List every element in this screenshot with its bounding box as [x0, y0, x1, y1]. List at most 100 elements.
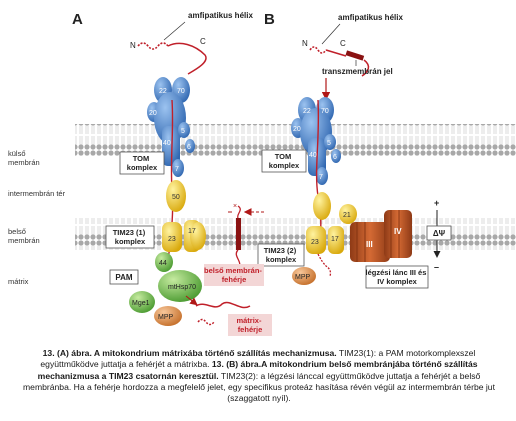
delta-psi-label: ΔΨ — [433, 229, 446, 238]
mpp-b: MPP — [292, 267, 316, 285]
imp-line1: belső membrán- — [204, 266, 262, 275]
tom-a-line2: komplex — [127, 163, 158, 172]
inner-membrane-protein-label: belső membrán- fehérje — [204, 266, 264, 284]
svg-text:MPP: MPP — [295, 274, 311, 281]
svg-text:70: 70 — [177, 88, 185, 95]
tim1-line2: komplex — [115, 237, 146, 246]
pam-label-box — [109, 269, 139, 285]
svg-text:×: × — [233, 203, 237, 210]
transmembrane-signal-segment — [345, 50, 365, 61]
figure-caption: 13. (A) ábra. A mitokondrium mátrixába t… — [14, 348, 504, 418]
tim23-1-label: TIM23 (1) komplex — [113, 228, 148, 246]
tom-b-line1: TOM — [275, 152, 292, 161]
svg-text:17: 17 — [331, 236, 339, 243]
inner-membrane-label: belső membrán — [8, 227, 40, 245]
tim1-line1: TIM23 (1) — [113, 228, 146, 237]
svg-text:21: 21 — [343, 212, 351, 219]
intermembrane-space-label: intermembrán tér — [8, 189, 66, 198]
matrix-protein-chain — [195, 301, 251, 309]
svg-text:17: 17 — [188, 228, 196, 235]
mthsp70-label: mtHsp70 — [168, 284, 196, 291]
svg-text:22: 22 — [303, 108, 311, 115]
svg-text:50: 50 — [172, 194, 180, 201]
svg-text:44: 44 — [159, 260, 167, 267]
svg-text:5: 5 — [181, 128, 185, 135]
tim23-2-complex: 21 17 23 — [306, 192, 357, 254]
svg-text:6: 6 — [187, 144, 191, 151]
mp-line1: mátrix- — [236, 316, 262, 325]
tim23-2-label-box — [257, 243, 305, 267]
svg-text:23: 23 — [311, 239, 319, 246]
tim2-line1: TIM23 (2) — [264, 246, 297, 255]
svg-text:40: 40 — [309, 152, 317, 159]
respiratory-chain-complexes: III IV — [350, 210, 412, 262]
tom-label-a: TOM komplex — [127, 154, 158, 172]
outer-membrane-label-line1: külső — [8, 149, 26, 158]
tim23-1-complex-a: 50 17 23 — [162, 180, 206, 252]
tim23-1-label-box — [105, 225, 155, 249]
svg-text:7: 7 — [319, 174, 323, 181]
transmembrane-signal-label: transzmembrán jel — [322, 67, 393, 76]
inner-membrane-protein-label-box — [204, 264, 264, 286]
rc-line1: légzési lánc III és — [366, 268, 427, 277]
amphipathic-helix-label-b: amfipatikus hélix — [338, 13, 403, 22]
svg-text:7: 7 — [175, 166, 179, 173]
plus-sign: + — [434, 198, 439, 208]
figure: A B külső membrán intermembrán tér belső… — [8, 11, 516, 336]
n-terminus-b: N — [302, 39, 308, 48]
svg-text:70: 70 — [321, 108, 329, 115]
inner-membrane-label-line1: belső — [8, 227, 26, 236]
mge1-label: Mge1 — [132, 300, 150, 307]
panel-a-label: A — [72, 11, 83, 28]
cleaved-presequence — [197, 318, 215, 326]
n-terminus-a: N — [130, 41, 136, 50]
matrix-protein-label-box — [228, 314, 272, 336]
tom-b-line2: komplex — [269, 161, 300, 170]
mitochondrial-import-diagram: A B külső membrán intermembrán tér belső… — [8, 11, 516, 336]
svg-text:22: 22 — [159, 88, 167, 95]
caption-a-text: TIM23(1): a PAM motorkomplexszel együttm… — [40, 348, 476, 370]
minus-sign: – — [434, 262, 439, 272]
tom-a-line1: TOM — [133, 154, 150, 163]
tom-label-b: TOM komplex — [269, 152, 300, 170]
svg-text:20: 20 — [293, 126, 301, 133]
helix-pointer — [163, 21, 186, 41]
complex-iii-label: III — [366, 240, 373, 249]
pam-label: PAM — [115, 273, 133, 282]
caption-b-title: 13. (B) ábra.A mitokondrium belső membrá… — [37, 359, 478, 381]
c-terminus-a: C — [200, 37, 206, 46]
matrix-label: mátrix — [8, 277, 29, 286]
svg-text:6: 6 — [333, 154, 337, 161]
svg-text:23: 23 — [168, 236, 176, 243]
respiratory-chain-label-box — [365, 265, 429, 289]
precursor-chain-a — [167, 42, 207, 75]
delta-psi-box — [426, 225, 452, 241]
matrix-protein-label: mátrix- fehérje — [236, 316, 263, 334]
caption-a-title: 13. (A) ábra. A mitokondrium mátrixába t… — [42, 348, 337, 358]
c-terminus-b: C — [340, 39, 346, 48]
amphipathic-helix-a — [137, 42, 169, 50]
panel-b-label: B — [264, 11, 275, 28]
svg-text:5: 5 — [327, 140, 331, 147]
rc-line2: IV komplex — [377, 277, 417, 286]
svg-text:MPP: MPP — [158, 314, 174, 321]
mpp-a: MPP — [154, 306, 182, 326]
pam-motor: 44 mtHsp70 Mge1 — [129, 252, 202, 313]
respiratory-chain-label: légzési lánc III és IV komplex — [366, 268, 429, 286]
imp-line2: fehérje — [222, 275, 247, 284]
caption-b-text: TIM23(2): a légzési lánccal együttműködv… — [23, 370, 495, 404]
tim2-line2: komplex — [266, 255, 297, 264]
svg-text:20: 20 — [149, 110, 157, 117]
outer-membrane-label: külső membrán — [8, 149, 40, 167]
outer-membrane-label-line2: membrán — [8, 158, 40, 167]
tom-complex-a: 22 70 20 5 40 6 7 — [147, 77, 195, 177]
tom-label-box-b — [261, 149, 307, 173]
inner-membrane-protein — [236, 218, 241, 250]
amphipathic-helix-label: amfipatikus hélix — [188, 11, 253, 20]
inner-membrane-label-line2: membrán — [8, 236, 40, 245]
tom-label-box-a — [119, 151, 165, 175]
svg-text:40: 40 — [163, 140, 171, 147]
mp-line2: fehérje — [238, 325, 263, 334]
complex-iv-label: IV — [394, 227, 402, 236]
tim23-2-label: TIM23 (2) komplex — [264, 246, 299, 264]
